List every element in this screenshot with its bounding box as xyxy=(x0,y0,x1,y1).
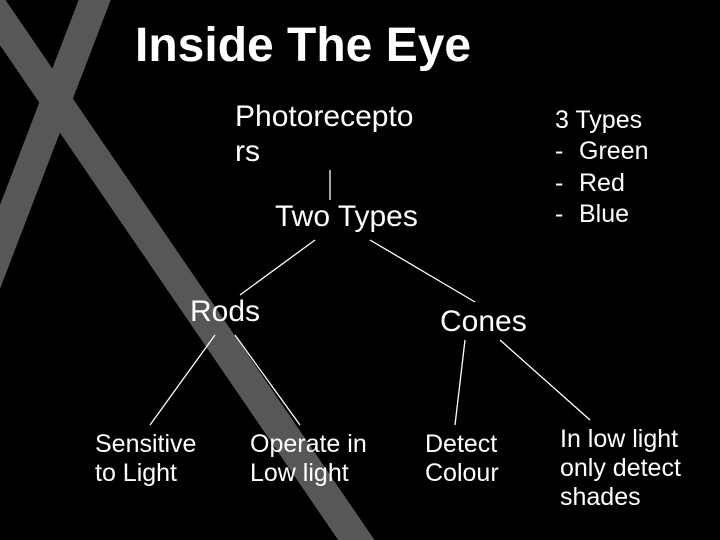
bullet-dash-icon: - xyxy=(555,168,579,199)
node-label: Cones xyxy=(440,305,527,338)
bullet-dash-icon: - xyxy=(555,199,579,230)
node-label: Operate in Low light xyxy=(250,430,367,487)
list-item-label: Blue xyxy=(579,199,629,230)
node-low-light-shades: In low light only detect shades xyxy=(560,425,710,511)
side-panel-cone-types: 3 Types - Green - Red - Blue xyxy=(555,105,648,230)
node-sensitive-to-light: Sensitive to Light xyxy=(95,430,215,488)
bullet-dash-icon: - xyxy=(555,136,579,167)
node-label: Photoreceptors xyxy=(235,100,413,168)
list-item: - Green xyxy=(555,136,648,167)
slide-canvas: Inside The Eye Photoreceptors Two Types … xyxy=(0,0,720,540)
node-cones: Cones xyxy=(440,305,527,340)
node-label: Sensitive to Light xyxy=(95,430,196,487)
node-two-types: Two Types xyxy=(275,200,418,235)
node-operate-low-light: Operate in Low light xyxy=(250,430,390,488)
node-rods: Rods xyxy=(190,295,260,330)
side-panel-heading: 3 Types xyxy=(555,105,648,136)
list-item-label: Red xyxy=(579,168,625,199)
list-item: - Red xyxy=(555,168,648,199)
node-label: Rods xyxy=(190,295,260,328)
node-label: Two Types xyxy=(275,200,418,233)
slide-title: Inside The Eye xyxy=(135,18,471,73)
node-detect-colour: Detect Colour xyxy=(425,430,525,488)
node-label: In low light only detect shades xyxy=(560,425,681,511)
list-item: - Blue xyxy=(555,199,648,230)
list-item-label: Green xyxy=(579,136,648,167)
node-photoreceptors: Photoreceptors xyxy=(235,100,445,169)
node-label: Detect Colour xyxy=(425,430,499,487)
